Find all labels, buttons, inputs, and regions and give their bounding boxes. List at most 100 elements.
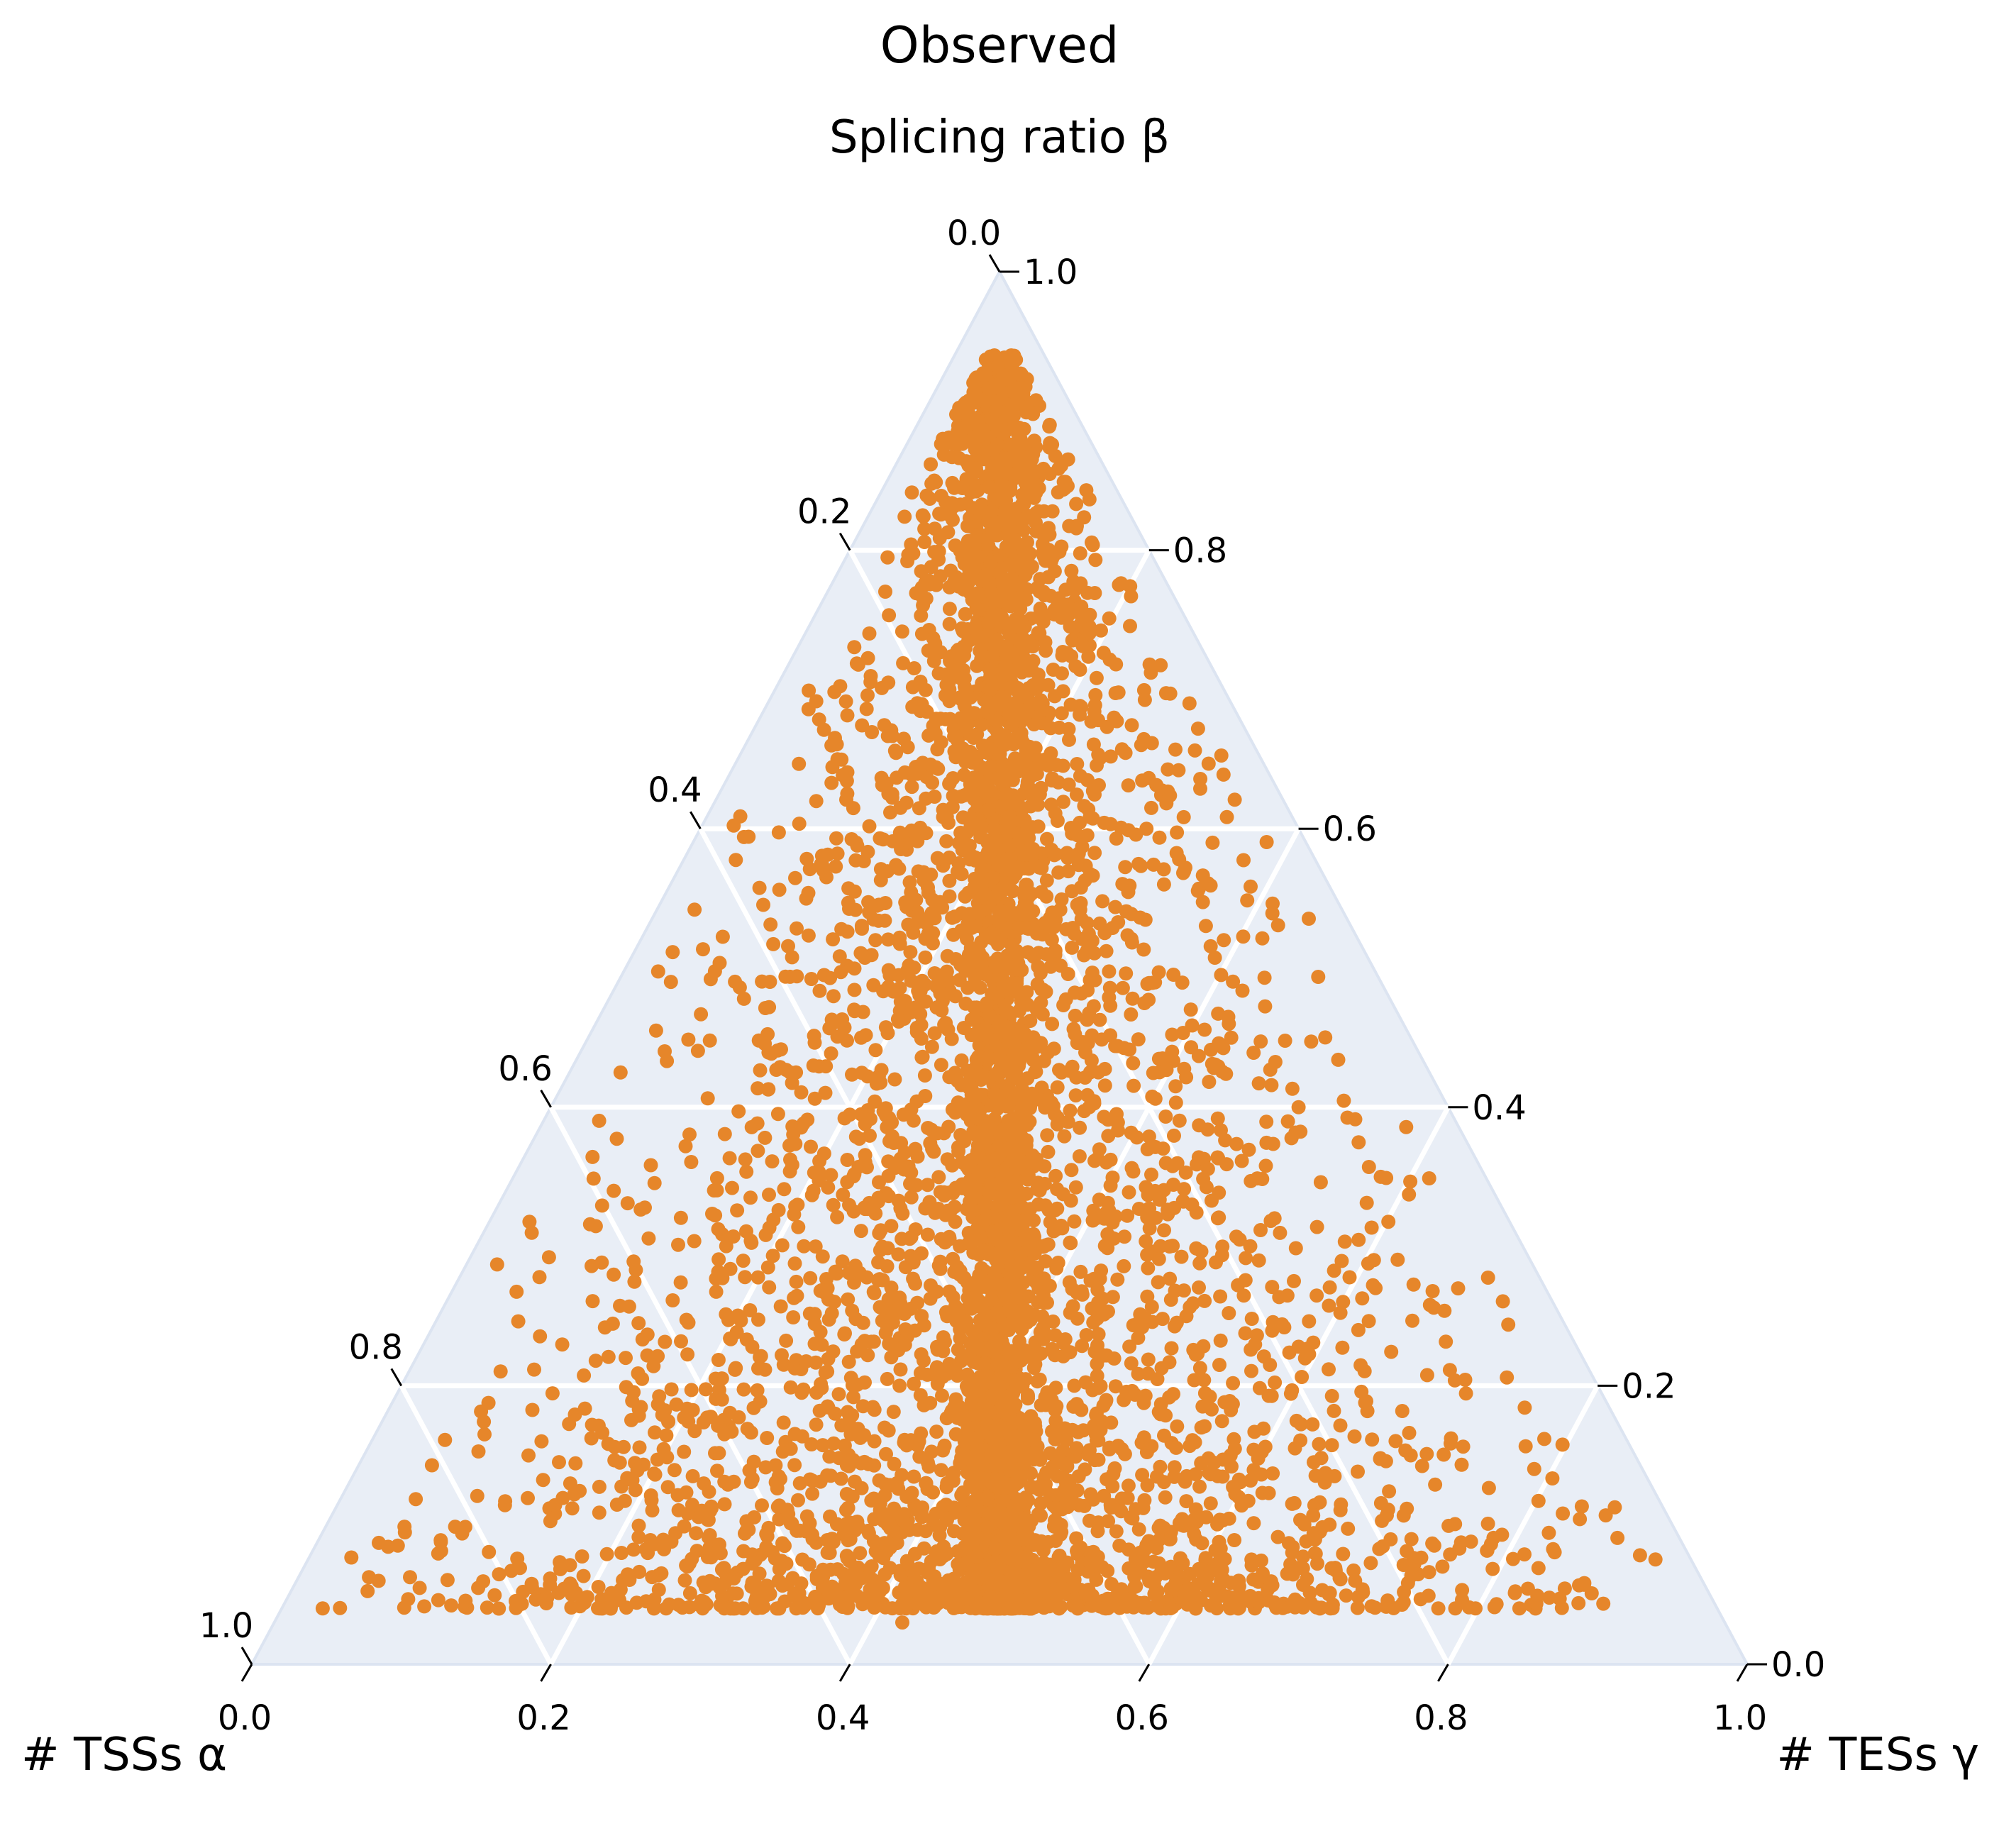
data-point [800,1510,814,1524]
data-point [511,1315,526,1329]
data-point [872,1191,886,1205]
data-point [1056,1444,1070,1458]
data-point [972,816,986,830]
data-point [701,1091,715,1105]
tick-label-right: 0.2 [1622,1366,1676,1406]
data-point [592,1505,607,1520]
data-point [1258,1000,1272,1014]
data-point [607,1268,621,1282]
data-point [703,1034,717,1048]
data-point [1532,1494,1546,1508]
data-point [1244,1364,1258,1378]
data-point [1211,1059,1225,1073]
data-point [829,831,843,846]
data-point [542,1250,556,1264]
data-point [786,1310,800,1324]
data-point [1213,1290,1227,1304]
data-point [598,1320,612,1334]
data-point [970,659,984,673]
data-point [855,922,869,936]
data-point [682,1127,697,1141]
data-point [1042,419,1056,433]
data-point [1532,1561,1546,1575]
data-point [1189,1532,1203,1547]
data-point [1109,1379,1123,1393]
data-point [1043,721,1058,735]
data-point [1166,1178,1180,1192]
data-point [595,1198,609,1212]
data-point [1334,1254,1349,1268]
data-point [953,1332,968,1346]
data-point [965,1028,979,1042]
data-point [805,1487,819,1501]
data-point [854,1224,868,1238]
data-point [868,1286,882,1300]
data-point [1077,1104,1091,1118]
data-point [738,1270,752,1284]
data-point [1649,1552,1663,1566]
data-point [1152,1521,1166,1535]
data-point [690,1544,704,1558]
data-point [1087,946,1102,961]
data-point [1209,1601,1224,1615]
data-point [1141,1600,1155,1615]
data-point [948,989,963,1003]
data-point [1596,1597,1610,1611]
data-point [1200,1180,1214,1194]
data-point [1070,1397,1084,1411]
data-point [589,1219,603,1233]
data-point [1231,1278,1245,1293]
data-point [1107,1351,1122,1366]
data-point [1183,1300,1197,1315]
data-point [921,1561,936,1575]
data-point [1379,1171,1393,1185]
data-point [1070,1312,1085,1326]
data-point [785,1517,799,1531]
data-point [1163,1532,1178,1547]
data-point [1168,743,1183,757]
data-point [872,1226,886,1240]
data-point [718,1497,732,1511]
data-point [713,956,727,970]
data-point [1168,1079,1183,1093]
data-point [1056,684,1070,698]
data-point [919,1476,933,1490]
data-point [1064,1194,1078,1208]
data-point [397,1520,411,1534]
data-point [1287,1274,1301,1288]
data-point [895,624,909,638]
data-point [1273,1226,1287,1240]
data-point [1322,1517,1336,1532]
data-point [586,1294,600,1308]
data-point [1327,1404,1341,1418]
data-point [1360,1196,1374,1210]
data-point [1284,1387,1298,1401]
data-point [880,1372,895,1386]
data-point [730,1203,744,1217]
data-point [916,508,930,522]
data-point [790,1275,804,1289]
data-point [513,1561,527,1575]
data-point [1051,1117,1065,1132]
data-point [821,1352,836,1366]
data-point [934,569,948,583]
data-point [1117,1259,1131,1273]
tick-label-left: 0.4 [648,770,702,810]
data-point [943,617,957,631]
data-point [696,942,710,956]
data-point [592,1580,606,1594]
data-point [1045,933,1059,947]
data-point [732,1410,746,1424]
data-point [1095,1292,1109,1306]
data-point [1556,1507,1570,1521]
data-point [1253,1034,1268,1049]
data-point [633,1440,647,1454]
data-point [946,513,960,527]
data-point [1481,1517,1495,1531]
data-point [812,1598,826,1612]
data-point [1073,769,1087,783]
data-point [1334,1418,1348,1432]
data-point [922,1195,936,1210]
data-point [875,1239,890,1254]
